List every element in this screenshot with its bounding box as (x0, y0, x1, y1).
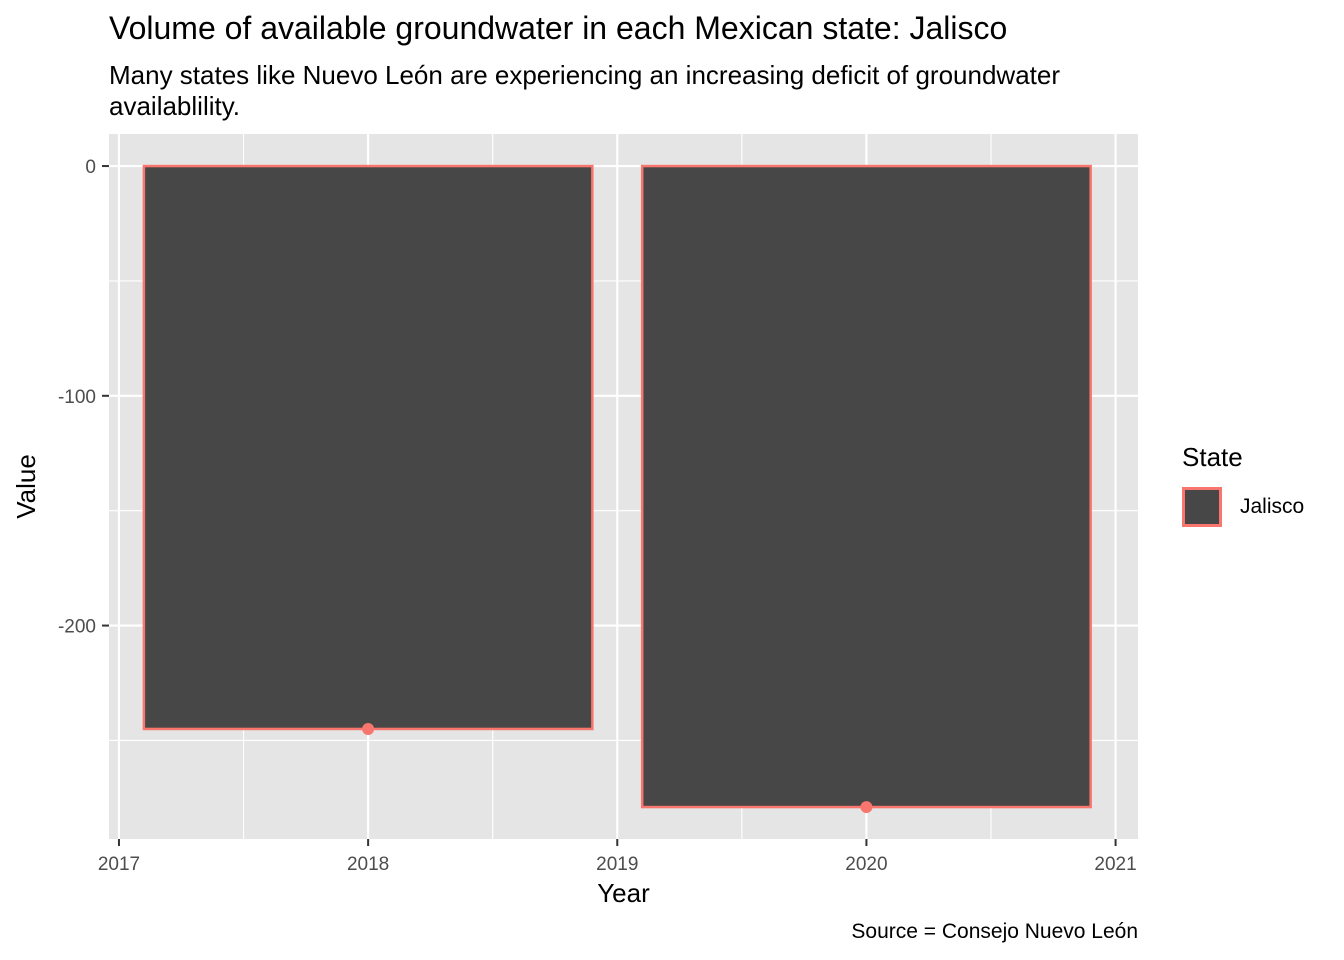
x-axis-title: Year (597, 878, 650, 908)
bar-2020 (640, 164, 1092, 809)
legend: State Jalisco (1182, 442, 1304, 527)
point-2018 (362, 722, 375, 735)
point-2020 (860, 801, 873, 814)
x-tick-label: 2017 (98, 854, 140, 875)
x-tick-label: 2018 (347, 854, 389, 875)
y-tick-label: 0 (85, 157, 96, 178)
bars (142, 164, 1092, 809)
legend-label: Jalisco (1240, 495, 1305, 518)
y-axis-title: Value (11, 454, 41, 519)
y-tick-label: -200 (58, 617, 96, 638)
bar-2018 (142, 164, 594, 731)
x-tick-label: 2021 (1094, 854, 1136, 875)
x-tick-label: 2020 (845, 854, 887, 875)
legend-key-swatch (1182, 487, 1222, 527)
axes: 2017 2018 2019 2020 2021 0 -100 -200 (58, 157, 1137, 875)
chart-caption: Source = Consejo Nuevo León (851, 920, 1138, 943)
chart-subtitle: Many states like Nuevo León are experien… (109, 60, 1060, 121)
legend-item-jalisco: Jalisco (1182, 487, 1304, 527)
x-tick-label: 2019 (596, 854, 638, 875)
points (362, 722, 873, 814)
legend-title: State (1182, 442, 1243, 472)
y-tick-label: -100 (58, 387, 96, 408)
chart-title: Volume of available groundwater in each … (109, 10, 1008, 46)
